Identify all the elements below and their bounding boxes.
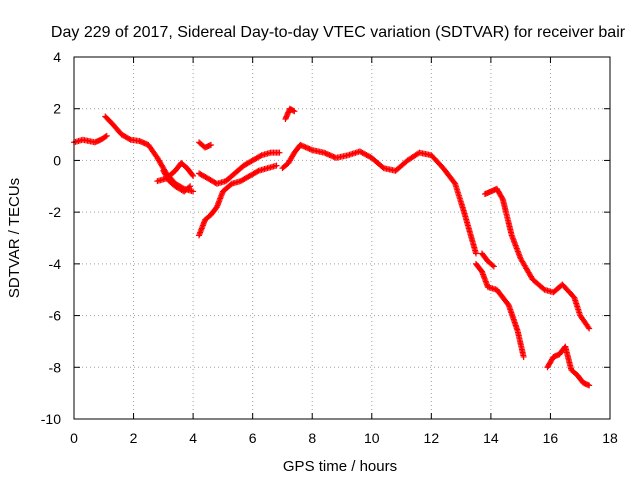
plus-marker: [103, 132, 110, 139]
plus-marker: [291, 108, 298, 115]
x-tick-label: 18: [602, 430, 618, 446]
x-tick-label: 14: [483, 430, 499, 446]
grid-lines: [74, 57, 610, 419]
plus-marker: [499, 194, 506, 201]
plus-marker: [451, 179, 458, 186]
x-axis-label: GPS time / hours: [283, 458, 397, 475]
plus-marker: [190, 172, 197, 179]
plus-marker: [257, 152, 264, 159]
series-arc-4: [160, 167, 194, 195]
plus-marker: [473, 250, 479, 257]
series-arc-11: [478, 250, 497, 270]
data-markers: [71, 105, 593, 389]
plus-marker: [187, 183, 194, 190]
plus-marker: [254, 168, 261, 175]
plus-marker: [490, 263, 497, 270]
plot-frame: [73, 56, 611, 420]
plus-marker: [585, 324, 592, 331]
plus-marker: [126, 136, 133, 143]
x-tick-label: 8: [308, 430, 316, 446]
x-tick-label: 12: [424, 430, 440, 446]
series-arc-8: [282, 105, 298, 123]
series-arc-6: [196, 162, 280, 239]
series-arc-10: [473, 260, 527, 360]
series-arc-7: [196, 149, 283, 187]
plus-marker: [379, 164, 386, 171]
series-arc-5: [196, 139, 214, 151]
series-arc-3: [154, 160, 197, 185]
plus-marker: [185, 184, 192, 191]
y-tick-label: -2: [49, 204, 62, 220]
x-tick-label: 16: [543, 430, 559, 446]
x-tick-label: 2: [130, 430, 138, 446]
x-tick-label: 0: [70, 430, 78, 446]
plus-marker: [207, 141, 214, 148]
plus-marker: [273, 162, 280, 169]
plus-marker: [190, 188, 197, 195]
x-tick-label: 6: [249, 430, 257, 446]
y-tick-label: -8: [49, 359, 62, 375]
plus-marker: [102, 133, 109, 140]
plus-marker: [290, 107, 297, 114]
y-axis-label: SDTVAR / TECUs: [6, 178, 23, 298]
y-tick-label: 0: [53, 152, 61, 168]
series-arc-2: [102, 113, 197, 195]
y-tick-label: -10: [41, 411, 61, 427]
axis-ticks: 0 2 4 6 8 10 12 14 16 18 -10 -8 -6 -4 -2 0 2 4: [41, 49, 618, 446]
x-tick-label: 4: [189, 430, 197, 446]
x-tick-label: 10: [364, 430, 380, 446]
plus-marker: [520, 353, 527, 360]
plus-marker: [586, 325, 593, 332]
series-arc-13: [544, 343, 593, 389]
y-tick-label: 4: [53, 49, 61, 65]
plus-marker: [276, 149, 283, 156]
series-arc-1: [71, 132, 110, 146]
plus-marker: [489, 262, 496, 269]
y-tick-label: -6: [49, 308, 62, 324]
plus-marker: [189, 171, 196, 178]
chart-title: Day 229 of 2017, Sidereal Day-to-day VTE…: [51, 24, 626, 41]
y-tick-label: -4: [49, 256, 62, 272]
plus-marker: [586, 382, 593, 389]
y-tick-label: 2: [53, 101, 61, 117]
series-arc-12: [481, 185, 593, 332]
series-arc-9: [279, 141, 479, 257]
